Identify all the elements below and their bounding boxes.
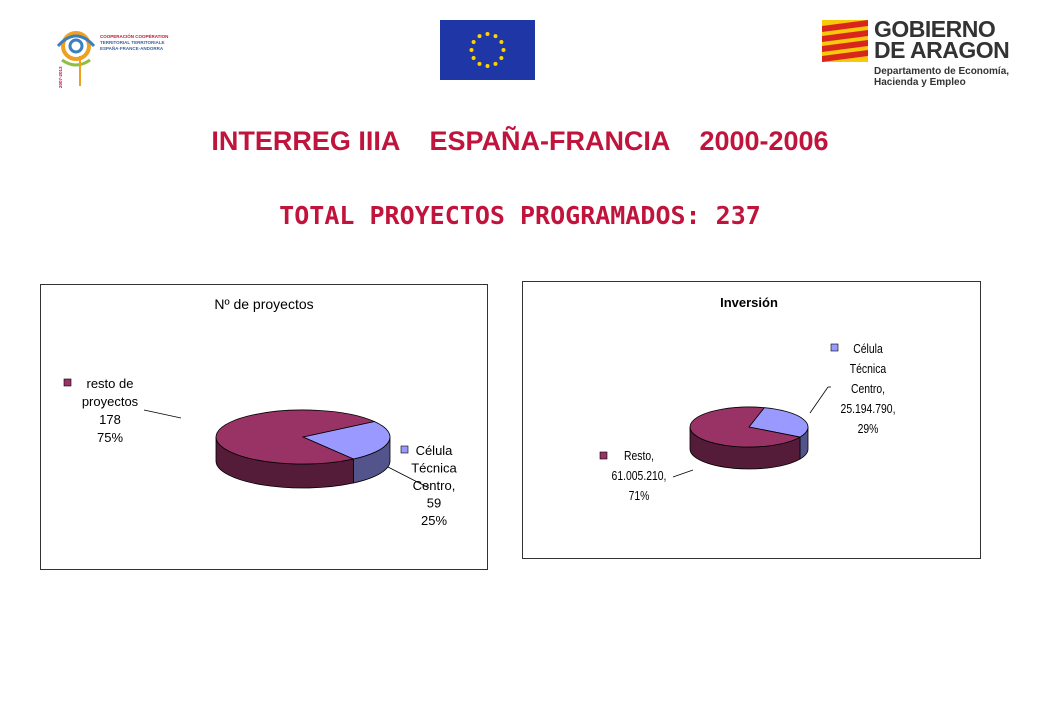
gobierno-aragon-logo: GOBIERNO DE ARAGON Departamento de Econo… xyxy=(822,18,1027,88)
label-celula-2-line: Técnica xyxy=(850,362,887,376)
aragon-shield-icon xyxy=(822,20,868,62)
logo-text-years: 2007-2013 xyxy=(58,66,63,88)
label-resto-2-marker xyxy=(599,451,608,460)
label-resto-marker xyxy=(63,378,72,387)
pie-slice-0 xyxy=(301,421,391,460)
label-resto-2: Resto, 61.005.210, 71% xyxy=(599,449,667,503)
leader-line-resto xyxy=(143,409,182,419)
label-resto-2-line: 71% xyxy=(629,489,650,503)
leader-line-celula xyxy=(387,466,430,489)
chart-inversion: Inversión Célula Técnica Centro, 25.194.790,… xyxy=(522,281,981,559)
label-resto-2-line: Resto, xyxy=(624,449,654,463)
aragon-title-line2: DE ARAGON xyxy=(874,37,1010,63)
logo-text-line1: COOPERACIÓN COOPÉRATION xyxy=(100,32,168,39)
label-celula-2-line: Célula xyxy=(853,342,883,356)
aragon-title-line1: GOBIERNO xyxy=(874,16,996,42)
chart-title: Inversión xyxy=(720,295,778,310)
label-celula-2: Célula Técnica Centro, 25.194.790, 29% xyxy=(830,342,896,436)
eu-flag-icon xyxy=(440,20,535,80)
label-celula-line: 25% xyxy=(421,513,447,528)
aragon-dept-line1: Departamento de Economía, xyxy=(874,66,1010,77)
page-subtitle: TOTAL PROYECTOS PROGRAMADOS: 237 xyxy=(279,201,761,230)
pie-chart-1: Nº de proyectos resto de proyectos 178 75% Cé… xyxy=(63,296,458,528)
label-celula-marker xyxy=(400,445,409,454)
eu-flag xyxy=(440,20,535,80)
pie-slice-1 xyxy=(689,406,802,448)
leader-line-resto-2 xyxy=(672,469,694,478)
label-celula-2-line: 29% xyxy=(858,422,879,436)
label-resto-line: 178 xyxy=(99,412,121,427)
chart-num-proyectos: Nº de proyectos resto de proyectos 178 75% Cé… xyxy=(40,284,488,570)
page-title: INTERREG IIIA ESPAÑA-FRANCIA 2000-2006 xyxy=(211,126,829,156)
label-celula: Célula Técnica Centro, 59 25% xyxy=(400,443,458,528)
label-resto-2-line: 61.005.210, xyxy=(612,469,667,483)
label-celula-line: 59 xyxy=(427,496,441,511)
label-celula-2-line: Centro, xyxy=(851,382,885,396)
chart-title: Nº de proyectos xyxy=(214,296,313,312)
label-resto-line: resto de xyxy=(87,376,134,391)
leader-line-celula-2 xyxy=(809,386,829,414)
logo-text-line2: TERRITORIAL TERRITORIALE xyxy=(100,40,165,45)
label-celula-line: Técnica xyxy=(411,461,457,476)
cooperacion-territorial-logo: COOPERACIÓN COOPÉRATION TERRITORIAL TERR… xyxy=(54,20,174,90)
label-celula-line: Célula xyxy=(416,443,454,458)
pie-chart-2: Inversión Célula Técnica Centro, 25.194.790,… xyxy=(599,295,896,503)
label-resto-line: 75% xyxy=(97,430,123,445)
label-resto: resto de proyectos 178 75% xyxy=(63,376,139,445)
cooperacion-logo-icon: COOPERACIÓN COOPÉRATION TERRITORIAL TERR… xyxy=(56,31,168,88)
label-resto-line: proyectos xyxy=(82,394,139,409)
label-celula-2-line: 25.194.790, xyxy=(841,402,896,416)
label-celula-line: Centro, xyxy=(413,478,456,493)
logo-text-line3: ESPAÑA·FRANCE·ANDORRA xyxy=(100,45,164,51)
aragon-dept-line2: Hacienda y Empleo xyxy=(874,77,966,88)
label-celula-2-marker xyxy=(830,343,839,352)
pie-slice-1 xyxy=(215,409,376,465)
